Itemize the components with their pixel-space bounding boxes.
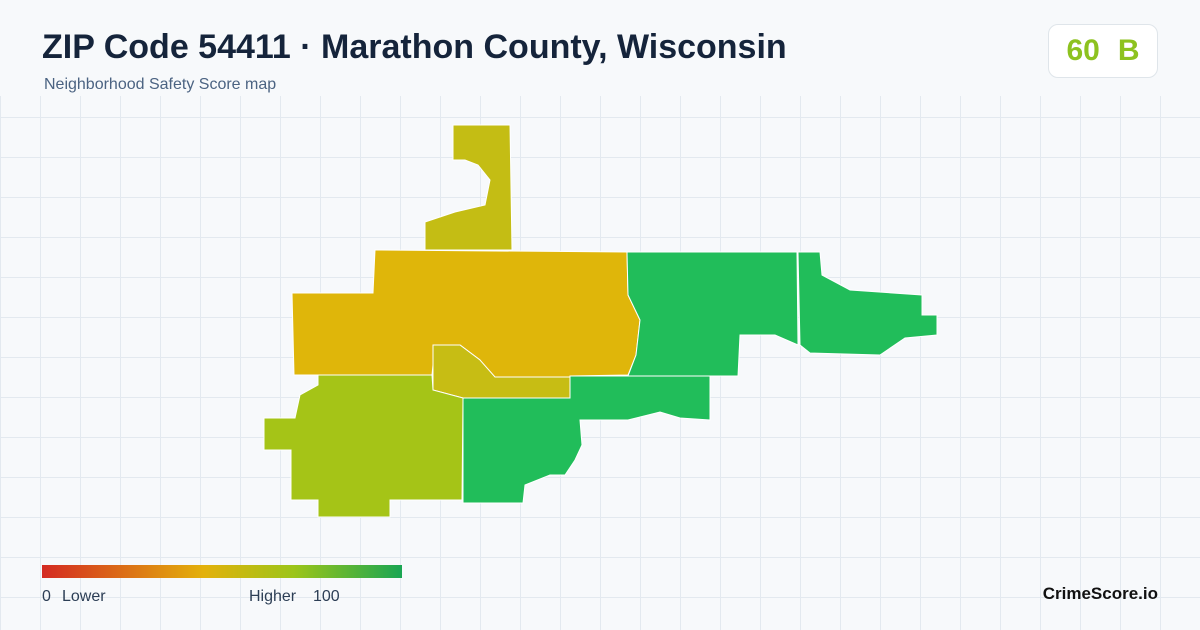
grade: B [1117, 34, 1140, 67]
region [626, 251, 799, 377]
region [263, 374, 464, 518]
legend-max-label: Higher [249, 588, 297, 605]
legend-min: 0 [42, 588, 51, 605]
legend-max: 100 [313, 588, 340, 605]
brand: CrimeScore.io [1042, 584, 1158, 603]
score: 60 [1066, 34, 1100, 67]
legend-min-label: Lower [62, 588, 106, 605]
region [462, 375, 711, 504]
region [424, 124, 513, 251]
region [797, 251, 938, 356]
title: ZIP Code 54411 · Marathon County, Wiscon… [42, 28, 787, 66]
score-badge: 60 B [1048, 24, 1158, 78]
subtitle: Neighborhood Safety Score map [44, 76, 277, 93]
legend-gradient [42, 565, 402, 578]
header [0, 0, 1200, 96]
